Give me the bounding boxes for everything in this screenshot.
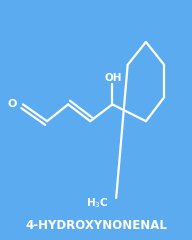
- Text: 4-HYDROXYNONENAL: 4-HYDROXYNONENAL: [25, 219, 167, 232]
- Text: H$_3$C: H$_3$C: [86, 196, 108, 210]
- Text: O: O: [8, 99, 17, 109]
- Text: OH: OH: [104, 73, 122, 83]
